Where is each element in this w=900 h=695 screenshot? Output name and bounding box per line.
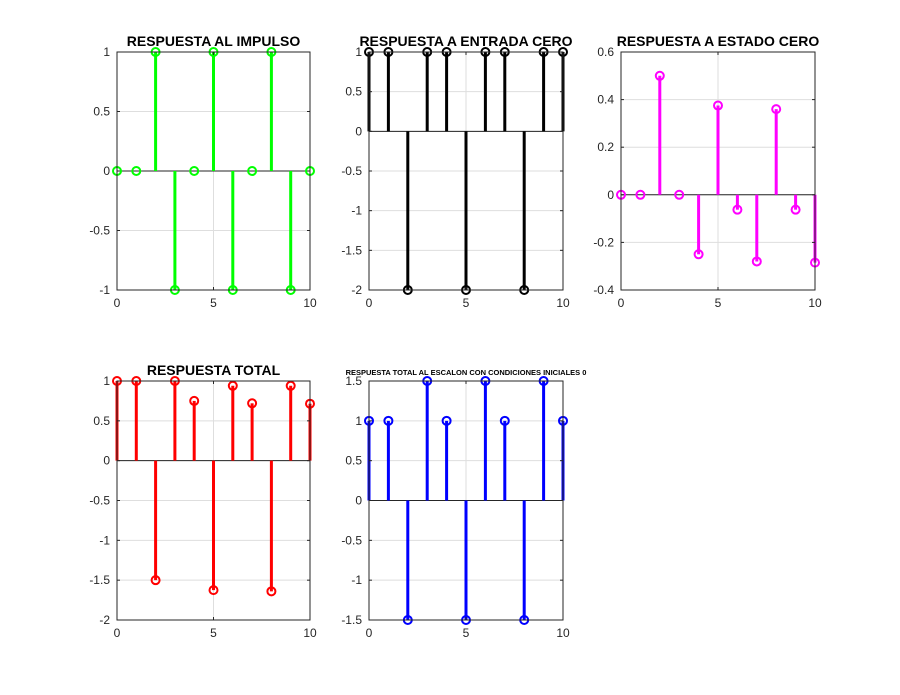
y-tick-label: 0.2: [597, 140, 614, 154]
y-tick-label: -0.5: [89, 494, 110, 508]
x-tick-label: 5: [715, 296, 722, 310]
y-tick-label: -1: [99, 283, 110, 297]
y-tick-label: 0: [103, 164, 110, 178]
x-tick-label: 5: [463, 296, 470, 310]
y-tick-label: -1.5: [89, 573, 110, 587]
x-tick-label: 0: [366, 296, 373, 310]
x-tick-label: 5: [210, 296, 217, 310]
y-tick-label: 0: [355, 124, 362, 138]
y-tick-label: -0.5: [341, 164, 362, 178]
stem-marker: [227, 380, 238, 391]
stem-marker: [441, 415, 452, 426]
plot-title: RESPUESTA TOTAL AL ESCALON CON CONDICION…: [346, 368, 587, 377]
y-tick-label: 1: [103, 374, 110, 388]
y-tick-label: 0: [103, 454, 110, 468]
stem-marker: [654, 70, 665, 81]
x-tick-label: 10: [556, 626, 570, 640]
y-tick-label: -1: [351, 204, 362, 218]
y-tick-label: -1: [99, 533, 110, 547]
stem-marker: [674, 189, 685, 200]
x-tick-label: 5: [210, 626, 217, 640]
stem-marker: [771, 104, 782, 115]
plot-title: RESPUESTA A ESTADO CERO: [617, 33, 820, 49]
y-tick-label: 1: [355, 45, 362, 59]
x-tick-label: 0: [114, 296, 121, 310]
stem-marker: [693, 249, 704, 260]
x-tick-label: 0: [114, 626, 121, 640]
x-tick-label: 0: [366, 626, 373, 640]
y-tick-label: -0.2: [593, 235, 614, 249]
subplot-1: 0 5 10 -1 -0.5 0 0.5 1 RESPUESTA AL IMPULSO: [89, 33, 317, 310]
y-tick-label: 1.5: [345, 374, 362, 388]
y-tick-label: 0.5: [345, 454, 362, 468]
y-tick-label: 0.5: [93, 414, 110, 428]
x-tick-label: 10: [808, 296, 822, 310]
stem-marker: [131, 166, 142, 176]
y-tick-label: -0.5: [89, 224, 110, 238]
stem-marker: [285, 380, 296, 391]
y-tick-label: 1: [355, 414, 362, 428]
plot-title: RESPUESTA TOTAL: [147, 362, 281, 378]
y-tick-label: 0.6: [597, 45, 614, 59]
y-tick-label: -0.5: [341, 533, 362, 547]
y-tick-label: 0.5: [345, 85, 362, 99]
stem-marker: [383, 415, 394, 426]
stem-marker: [732, 204, 743, 215]
stem-marker: [790, 204, 801, 215]
x-tick-label: 0: [618, 296, 625, 310]
x-tick-label: 10: [556, 296, 570, 310]
stem-marker: [266, 586, 277, 597]
y-tick-label: 0.4: [597, 93, 614, 107]
stem-marker: [208, 585, 219, 596]
stem-marker: [189, 395, 200, 406]
stem-marker: [713, 100, 723, 111]
x-tick-label: 10: [303, 296, 317, 310]
y-tick-label: -2: [351, 283, 362, 297]
y-tick-label: -1.5: [341, 243, 362, 257]
y-tick-label: 0: [355, 494, 362, 508]
y-tick-label: -1: [351, 573, 362, 587]
y-tick-label: 0: [607, 188, 614, 202]
y-tick-label: -0.4: [593, 283, 614, 297]
x-tick-label: 10: [303, 626, 317, 640]
y-tick-label: 1: [103, 45, 110, 59]
stem-marker: [499, 415, 510, 426]
y-tick-label: -1.5: [341, 613, 362, 627]
x-tick-label: 5: [463, 626, 470, 640]
stem-marker: [189, 166, 200, 176]
stem-marker: [635, 189, 646, 200]
stem-marker: [751, 256, 762, 267]
subplot-4: 0 5 10 -2 -1.5 -1 -0.5 0 0.5 1 RESPUESTA TOTAL: [89, 362, 317, 640]
y-tick-label: -2: [99, 613, 110, 627]
plot-title: RESPUESTA AL IMPULSO: [127, 33, 301, 49]
stem-marker: [247, 166, 258, 176]
stem-marker: [247, 398, 258, 409]
plot-title: RESPUESTA A ENTRADA CERO: [359, 33, 572, 49]
y-tick-label: 0.5: [93, 105, 110, 119]
stem-marker: [150, 575, 161, 586]
